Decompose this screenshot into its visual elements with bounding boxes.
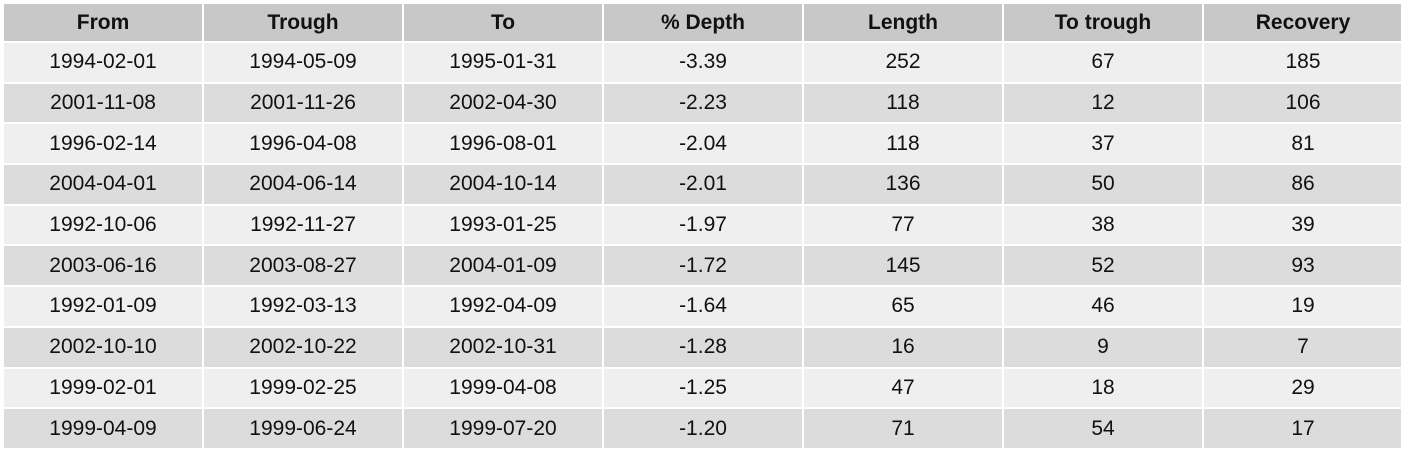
table-cell: 1999-04-09 [4, 409, 202, 448]
table-cell: -1.97 [604, 205, 802, 245]
table-row: 2001-11-08 2001-11-26 2002-04-30 -2.23 118 12… [4, 83, 1401, 123]
table-cell: 1992-01-09 [4, 287, 202, 326]
table-cell: 1994-02-01 [4, 43, 202, 82]
table-cell: -1.64 [604, 287, 802, 326]
table-cell: 106 [1204, 83, 1401, 123]
table-cell: 1996-02-14 [4, 124, 202, 164]
table-cell: 1999-07-20 [404, 409, 602, 448]
table-cell: 54 [1004, 409, 1202, 448]
table-cell: 1996-08-01 [404, 124, 602, 164]
table-cell: 47 [804, 368, 1002, 408]
table-cell: 1992-11-27 [204, 205, 402, 245]
table-cell: 17 [1204, 409, 1401, 448]
table-row: 2003-06-16 2003-08-27 2004-01-09 -1.72 145 52… [4, 246, 1401, 286]
table-row: 1992-01-09 1992-03-13 1992-04-09 -1.64 65 46 1… [4, 287, 1401, 326]
table-cell: 1996-04-08 [204, 124, 402, 164]
table-cell: 118 [804, 124, 1002, 164]
table-row: 1994-02-01 1994-05-09 1995-01-31 -3.39 252 67… [4, 43, 1401, 82]
column-header: Length [804, 4, 1002, 41]
table-cell: 9 [1004, 327, 1202, 367]
table-header: From Trough To% Depth Length To trough Recove… [4, 4, 1401, 41]
table-cell: 19 [1204, 287, 1401, 326]
table-cell: 252 [804, 43, 1002, 82]
table-body: 1994-02-01 1994-05-09 1995-01-31 -3.39 252 67… [4, 43, 1401, 448]
header-row: From Trough To% Depth Length To trough Recove… [4, 4, 1401, 41]
table-cell: 2002-10-10 [4, 327, 202, 367]
table-cell: 1992-04-09 [404, 287, 602, 326]
table-row: 2002-10-10 2002-10-22 2002-10-31 -1.28 16 9 7 [4, 327, 1401, 367]
table-cell: 2002-10-31 [404, 327, 602, 367]
table-cell: 2003-06-16 [4, 246, 202, 286]
table-cell: -1.28 [604, 327, 802, 367]
table-cell: -1.25 [604, 368, 802, 408]
table-cell: 65 [804, 287, 1002, 326]
table-row: 1996-02-14 1996-04-08 1996-08-01 -2.04 118 37… [4, 124, 1401, 164]
table-cell: 16 [804, 327, 1002, 367]
table-row: 2004-04-01 2004-06-14 2004-10-14 -2.01 136 50… [4, 165, 1401, 204]
table-cell: 2004-04-01 [4, 165, 202, 204]
table-cell: 39 [1204, 205, 1401, 245]
table-cell: 1999-02-25 [204, 368, 402, 408]
table-cell: 1992-10-06 [4, 205, 202, 245]
table-cell: 136 [804, 165, 1002, 204]
column-header: From [4, 4, 202, 41]
table-cell: 118 [804, 83, 1002, 123]
column-header: Trough [204, 4, 402, 41]
table-row: 1999-02-01 1999-02-25 1999-04-08 -1.25 47 18 2… [4, 368, 1401, 408]
table-cell: 46 [1004, 287, 1202, 326]
table-cell: 1993-01-25 [404, 205, 602, 245]
table-cell: 2002-04-30 [404, 83, 602, 123]
table-cell: 2004-01-09 [404, 246, 602, 286]
table-cell: 2001-11-08 [4, 83, 202, 123]
table-cell: 2002-10-22 [204, 327, 402, 367]
table-cell: 38 [1004, 205, 1202, 245]
table-cell: 1992-03-13 [204, 287, 402, 326]
table-cell: 185 [1204, 43, 1401, 82]
table-cell: 77 [804, 205, 1002, 245]
table-cell: 7 [1204, 327, 1401, 367]
table-cell: 1995-01-31 [404, 43, 602, 82]
table-cell: 67 [1004, 43, 1202, 82]
table-cell: 1994-05-09 [204, 43, 402, 82]
table-cell: 37 [1004, 124, 1202, 164]
table-cell: 12 [1004, 83, 1202, 123]
column-header: Recovery [1204, 4, 1401, 41]
table-row: 1992-10-06 1992-11-27 1993-01-25 -1.97 77 38 3… [4, 205, 1401, 245]
table-row: 1999-04-09 1999-06-24 1999-07-20 -1.20 71 54 1… [4, 409, 1401, 448]
table-cell: 52 [1004, 246, 1202, 286]
table-cell: 50 [1004, 165, 1202, 204]
table-cell: 2001-11-26 [204, 83, 402, 123]
table-cell: 145 [804, 246, 1002, 286]
table-cell: 81 [1204, 124, 1401, 164]
table-cell: -3.39 [604, 43, 802, 82]
table-cell: 2004-06-14 [204, 165, 402, 204]
column-header: To trough [1004, 4, 1202, 41]
table-cell: -1.20 [604, 409, 802, 448]
table-cell: 2003-08-27 [204, 246, 402, 286]
table-cell: 1999-06-24 [204, 409, 402, 448]
table-cell: -2.23 [604, 83, 802, 123]
table-cell: -2.01 [604, 165, 802, 204]
table-cell: 29 [1204, 368, 1401, 408]
table-cell: 86 [1204, 165, 1401, 204]
table-cell: 71 [804, 409, 1002, 448]
table-cell: 1999-04-08 [404, 368, 602, 408]
table-cell: 93 [1204, 246, 1401, 286]
table-cell: -1.72 [604, 246, 802, 286]
table-cell: -2.04 [604, 124, 802, 164]
table-cell: 2004-10-14 [404, 165, 602, 204]
table-cell: 18 [1004, 368, 1202, 408]
column-header: To [404, 4, 602, 41]
column-header: % Depth [604, 4, 802, 41]
table-cell: 1999-02-01 [4, 368, 202, 408]
